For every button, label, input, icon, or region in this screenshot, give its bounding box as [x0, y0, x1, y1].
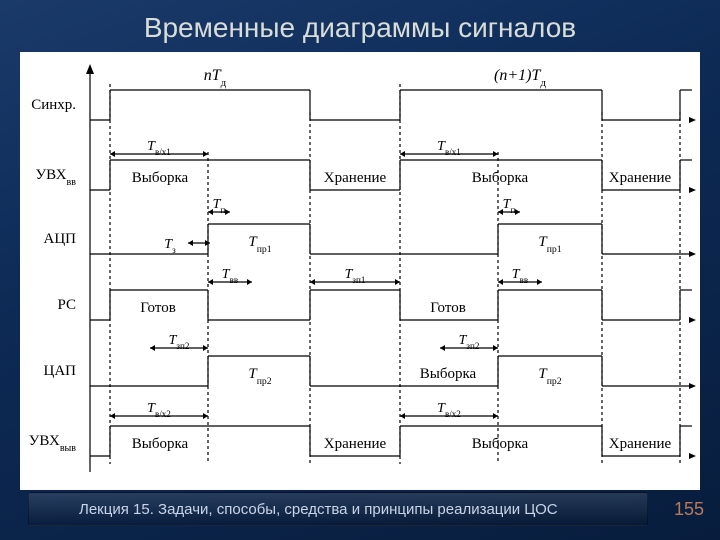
slide-title: Временные диаграммы сигналов — [0, 12, 720, 44]
svg-text:Хранение: Хранение — [324, 170, 387, 186]
svg-text:Хранение: Хранение — [609, 436, 672, 452]
svg-text:АЦП: АЦП — [44, 231, 77, 247]
svg-text:Хранение: Хранение — [324, 436, 387, 452]
timing-diagram: nTд (n+1)Tд Синхр. УВХвв Выборка Хранение Выбо… — [20, 52, 700, 490]
svg-text:РС: РС — [57, 297, 76, 313]
footer-bar: Лекция 15. Задачи, способы, средства и п… — [28, 492, 648, 526]
svg-text:Готов: Готов — [140, 300, 176, 316]
svg-text:(n+1)Tд: (n+1)Tд — [494, 67, 546, 89]
svg-text:УВХвыв: УВХвыв — [29, 433, 77, 454]
svg-text:Выборка: Выборка — [472, 170, 529, 186]
svg-text:Tпр1: Tпр1 — [538, 234, 561, 255]
svg-text:Выборка: Выборка — [420, 366, 477, 382]
svg-text:Tпр1: Tпр1 — [248, 234, 271, 255]
svg-text:Выборка: Выборка — [132, 436, 189, 452]
svg-text:Хранение: Хранение — [609, 170, 672, 186]
svg-text:Синхр.: Синхр. — [31, 97, 76, 113]
svg-text:Готов: Готов — [430, 300, 466, 316]
svg-text:Tз: Tз — [164, 237, 176, 255]
svg-text:Tпр2: Tпр2 — [248, 366, 271, 387]
svg-text:nTд: nTд — [204, 67, 227, 89]
timing-svg: nTд (n+1)Tд Синхр. УВХвв Выборка Хранение Выбо… — [20, 52, 700, 490]
footer-text: Лекция 15. Задачи, способы, средства и п… — [79, 501, 558, 518]
svg-text:ЦАП: ЦАП — [44, 363, 77, 379]
svg-text:УВХвв: УВХвв — [35, 167, 76, 188]
svg-text:Выборка: Выборка — [132, 170, 189, 186]
page-number: 155 — [674, 499, 704, 520]
svg-text:Выборка: Выборка — [472, 436, 529, 452]
svg-text:Tпр2: Tпр2 — [538, 366, 561, 387]
